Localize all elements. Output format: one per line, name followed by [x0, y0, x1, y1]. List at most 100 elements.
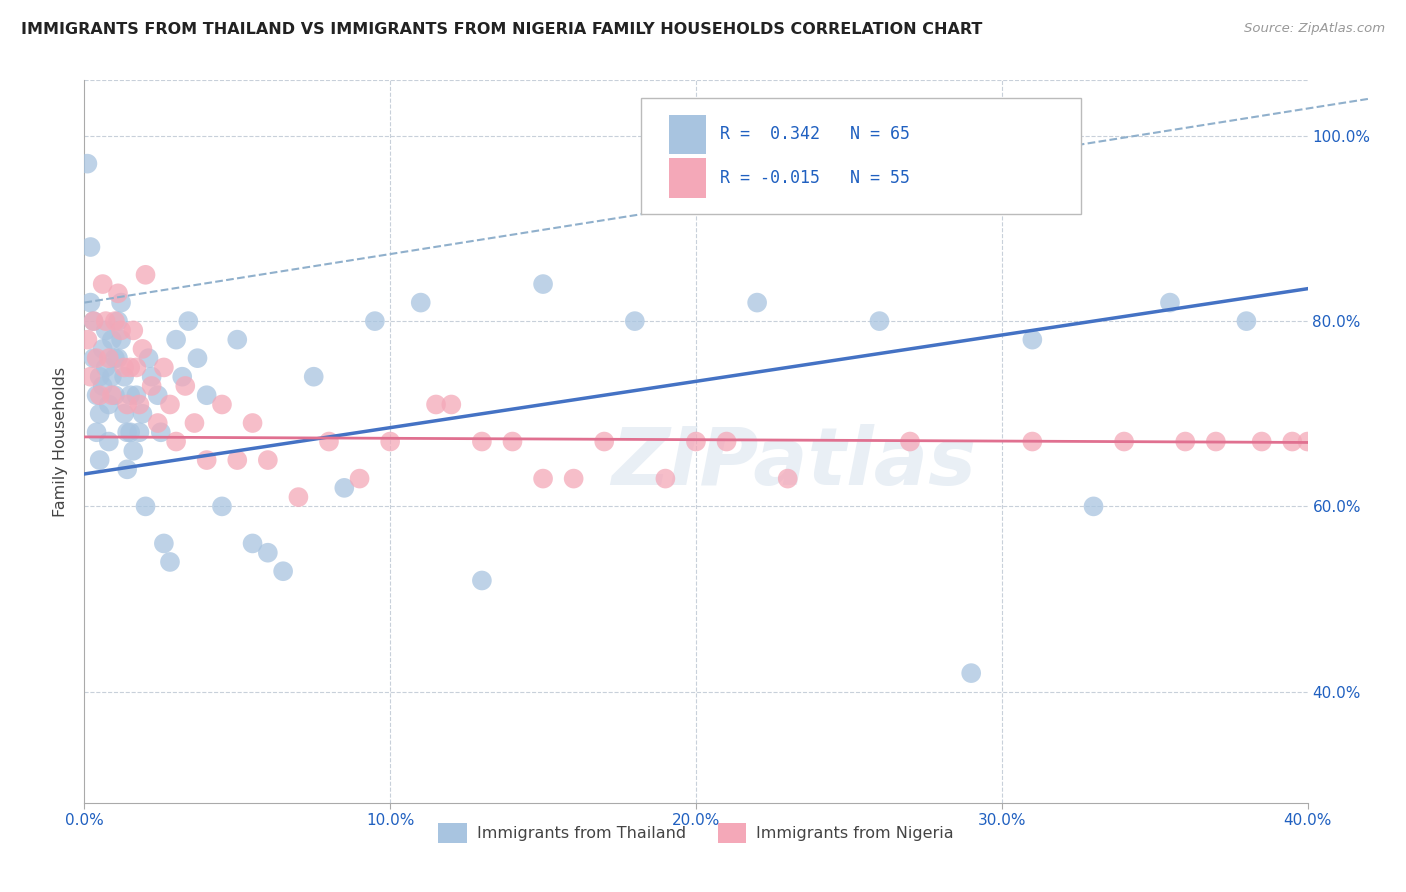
FancyBboxPatch shape [641, 98, 1081, 214]
Point [159, 555, 181, 569]
Point [122, 323, 145, 337]
Point [104, 314, 127, 328]
Point [165, 333, 187, 347]
Point [271, 564, 294, 578]
Point [1021, 333, 1043, 347]
Point [257, 546, 280, 560]
Point [120, 360, 142, 375]
Point [624, 314, 647, 328]
Point [333, 481, 356, 495]
Point [131, 342, 153, 356]
Point [593, 434, 616, 449]
Point [79, 369, 101, 384]
Point [1159, 295, 1181, 310]
Point [107, 351, 129, 366]
Point [898, 434, 921, 449]
Point [101, 388, 124, 402]
Point [1021, 434, 1043, 449]
Point [125, 388, 148, 402]
Point [153, 536, 176, 550]
Point [104, 351, 127, 366]
Point [149, 425, 172, 440]
Point [83, 314, 105, 328]
Point [89, 369, 111, 384]
Point [177, 314, 200, 328]
Point [1083, 500, 1105, 514]
Point [104, 388, 127, 402]
Point [79, 295, 101, 310]
Point [380, 434, 402, 449]
Point [562, 472, 585, 486]
Point [86, 388, 108, 402]
Point [115, 425, 138, 440]
Point [97, 351, 120, 366]
Point [685, 434, 707, 449]
Point [83, 314, 105, 328]
Point [153, 360, 176, 375]
Point [97, 397, 120, 411]
Point [226, 333, 249, 347]
Point [94, 360, 117, 375]
Point [349, 472, 371, 486]
Point [1114, 434, 1136, 449]
Point [869, 314, 891, 328]
Point [1205, 434, 1227, 449]
Point [257, 453, 280, 467]
Point [159, 397, 181, 411]
Point [242, 416, 264, 430]
Point [183, 416, 205, 430]
Point [138, 351, 160, 366]
Point [776, 472, 799, 486]
Point [115, 462, 138, 476]
Point [110, 295, 132, 310]
Point [716, 434, 738, 449]
Point [125, 360, 148, 375]
Point [425, 397, 447, 411]
Point [76, 156, 98, 170]
Point [120, 425, 142, 440]
Point [110, 333, 132, 347]
Point [110, 323, 132, 337]
Point [112, 407, 135, 421]
Point [172, 369, 194, 384]
Point [94, 323, 117, 337]
Point [101, 333, 124, 347]
Y-axis label: Family Households: Family Households [53, 367, 69, 516]
Point [89, 453, 111, 467]
Point [89, 388, 111, 402]
Point [211, 500, 233, 514]
Point [409, 295, 432, 310]
Point [165, 434, 187, 449]
Point [141, 379, 163, 393]
Point [186, 351, 208, 366]
Point [502, 434, 524, 449]
Point [91, 342, 114, 356]
Point [122, 443, 145, 458]
Point [211, 397, 233, 411]
Point [86, 425, 108, 440]
Point [120, 388, 142, 402]
Text: ZIPatlas: ZIPatlas [612, 425, 976, 502]
Point [101, 369, 124, 384]
Point [318, 434, 340, 449]
Point [97, 434, 120, 449]
Point [364, 314, 387, 328]
Point [960, 666, 983, 681]
Point [146, 388, 169, 402]
Point [128, 397, 150, 411]
Point [91, 277, 114, 291]
Point [242, 536, 264, 550]
Point [76, 333, 98, 347]
Point [112, 360, 135, 375]
Point [531, 472, 554, 486]
Point [1250, 434, 1272, 449]
Point [174, 379, 197, 393]
Point [107, 286, 129, 301]
Point [146, 416, 169, 430]
Point [94, 314, 117, 328]
Text: IMMIGRANTS FROM THAILAND VS IMMIGRANTS FROM NIGERIA FAMILY HOUSEHOLDS CORRELATIO: IMMIGRANTS FROM THAILAND VS IMMIGRANTS F… [21, 22, 983, 37]
Point [131, 407, 153, 421]
Bar [669, 158, 706, 198]
Point [135, 268, 157, 282]
Point [471, 574, 494, 588]
